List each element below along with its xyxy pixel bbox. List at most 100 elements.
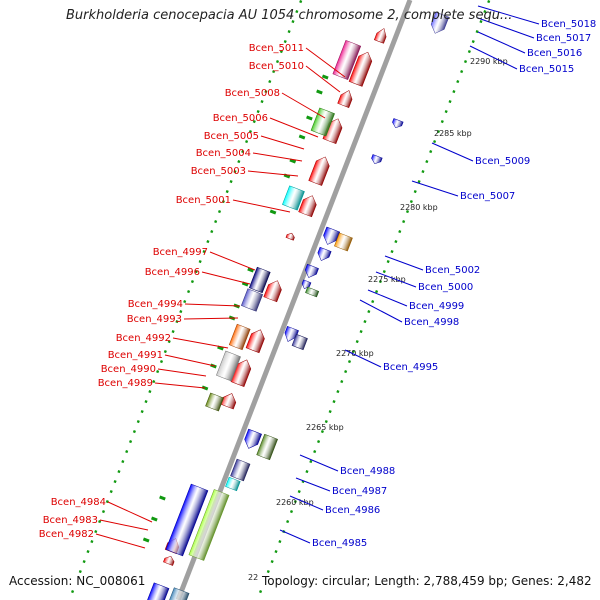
gene-tick <box>159 495 166 501</box>
gene-label-bcen_5015: Bcen_5015 <box>519 64 574 75</box>
tick-dot <box>109 490 113 494</box>
tick-dot <box>402 220 406 224</box>
callout-line-bcen_4986 <box>289 495 324 511</box>
gene-arrow <box>244 428 262 449</box>
tick-dot <box>78 569 82 574</box>
gene-tick <box>298 134 306 140</box>
callout-line-bcen_5009 <box>431 142 474 162</box>
tick-dot <box>125 450 129 454</box>
gene-block <box>228 323 251 351</box>
tick-dot <box>291 20 295 24</box>
tick-dot <box>179 310 183 314</box>
tick-dot <box>248 130 252 134</box>
gene-tick <box>247 267 254 273</box>
gene-label-bcen_5017: Bcen_5017 <box>536 33 591 44</box>
tick-dot <box>241 150 245 154</box>
gene-arrow <box>304 263 319 278</box>
tick-dot <box>156 370 160 374</box>
tick-dot <box>144 400 148 404</box>
callout-line-bcen_4987 <box>295 477 331 492</box>
callout-line-bcen_5002 <box>384 255 424 271</box>
gene-label-bcen_4991: Bcen_4991 <box>108 350 163 361</box>
kbp-2285: 2285 kbp <box>434 129 472 138</box>
tick-dot <box>71 590 75 594</box>
tick-dot <box>347 360 352 364</box>
tick-dot <box>363 320 367 324</box>
gene-label-bcen_5005: Bcen_5005 <box>204 131 259 142</box>
tick-dot <box>317 439 321 444</box>
tick-dot <box>148 390 152 394</box>
kbp-2290: 2290 kbp <box>470 57 508 66</box>
gene-tick <box>321 74 329 80</box>
gene-arrow <box>337 90 353 108</box>
tick-dot <box>202 250 206 254</box>
tick-dot <box>433 140 437 144</box>
callout-line-bcen_4995 <box>344 349 382 368</box>
tick-dot <box>371 300 375 304</box>
gene-block <box>216 350 241 382</box>
tick-dot <box>187 290 191 294</box>
callout-line-bcen_4999 <box>367 289 408 307</box>
callout-line-bcen_4983 <box>99 519 149 531</box>
gene-arrow <box>285 232 295 241</box>
gene-arrow <box>317 246 332 261</box>
callout-line-bcen_5016 <box>477 31 526 54</box>
gene-block <box>230 458 251 482</box>
tick-dot <box>279 49 283 54</box>
gene-label-bcen_4993: Bcen_4993 <box>127 314 182 325</box>
gene-label-bcen_4986: Bcen_4986 <box>325 505 380 516</box>
gene-label-bcen_5009: Bcen_5009 <box>475 156 530 167</box>
kbp-2275: 2275 kbp <box>368 275 406 284</box>
callout-line-bcen_4996 <box>201 271 251 285</box>
tick-dot <box>225 190 229 194</box>
tick-dot <box>256 109 260 114</box>
callout-line-bcen_5011 <box>305 47 346 78</box>
tick-dot <box>299 0 303 4</box>
callout-line-bcen_5008 <box>281 92 326 119</box>
gene-arrow <box>308 156 330 186</box>
tick-dot <box>475 29 479 34</box>
tick-dot <box>283 39 287 44</box>
gene-label-bcen_5016: Bcen_5016 <box>527 48 582 59</box>
gene-block <box>310 107 335 137</box>
gene-arrow <box>245 329 265 354</box>
callout-line-bcen_5001 <box>232 199 291 213</box>
tick-dot <box>171 330 175 334</box>
tick-dot <box>378 279 382 284</box>
gene-label-bcen_4998: Bcen_4998 <box>404 317 459 328</box>
callout-line-bcen_5000 <box>375 271 417 288</box>
tick-dot <box>175 320 179 324</box>
tick-dot <box>266 569 270 574</box>
tick-dot <box>293 500 297 504</box>
tick-dot <box>295 10 299 14</box>
kbp-2260: 2260 kbp <box>276 498 314 507</box>
tick-dot <box>324 420 328 424</box>
tick-dot <box>264 90 268 94</box>
tick-dot <box>268 80 272 84</box>
callout-line-bcen_4993 <box>183 317 239 320</box>
tick-dot <box>429 150 433 154</box>
gene-block <box>188 489 230 561</box>
kbp-2265: 2265 kbp <box>306 423 344 432</box>
gene-tick <box>289 158 297 164</box>
callout-line-bcen_5007 <box>411 180 459 197</box>
gene-label-bcen_4989: Bcen_4989 <box>98 378 153 389</box>
tick-dot <box>425 160 429 164</box>
gene-arrow <box>373 28 387 44</box>
tick-dot <box>94 530 98 534</box>
gene-label-bcen_5002: Bcen_5002 <box>425 265 480 276</box>
tick-dot <box>98 519 102 524</box>
tick-dot <box>413 189 417 194</box>
kbp-2270: 2270 kbp <box>336 349 374 358</box>
gene-label-bcen_5001: Bcen_5001 <box>176 195 231 206</box>
tick-dot <box>136 420 140 424</box>
tick-dot <box>382 270 386 274</box>
gene-block <box>291 333 308 351</box>
tick-dot <box>278 540 282 544</box>
tick-dot <box>467 50 471 54</box>
tick-dot <box>121 460 125 464</box>
tick-dot <box>320 430 324 434</box>
tick-dot <box>386 260 390 264</box>
tick-dot <box>328 410 332 414</box>
tick-dot <box>140 410 144 414</box>
